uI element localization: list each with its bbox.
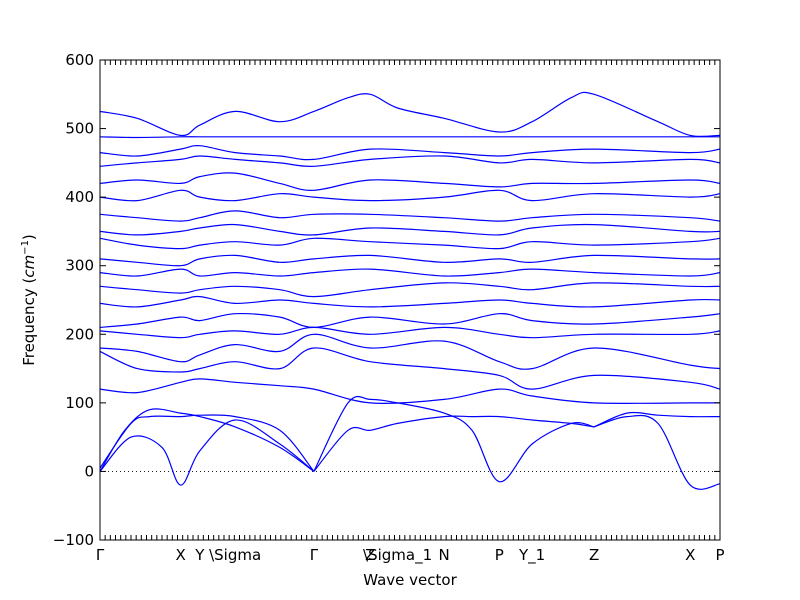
x-tick-label: P — [495, 546, 504, 564]
x-tick-label: Z — [365, 546, 375, 564]
y-tick-label: 0 — [84, 462, 94, 480]
band-line-24 — [99, 91, 721, 138]
band-line-9 — [99, 333, 721, 370]
x-axis-label: Wave vector — [363, 571, 457, 589]
band-line-13 — [99, 282, 721, 298]
y-tick-label: 500 — [65, 120, 94, 138]
x-tick-label: Y — [194, 546, 205, 564]
band-line-18 — [99, 210, 721, 222]
x-tick-label: \Sigma — [209, 546, 261, 564]
band-line-21 — [99, 155, 721, 167]
y-axis-label: Frequency (cm−1) — [20, 234, 38, 366]
x-tick-label: N — [438, 546, 449, 564]
band-line-20 — [99, 172, 721, 191]
band-line-0 — [99, 419, 315, 486]
y-tick-label: 200 — [65, 325, 94, 343]
band-line-2 — [99, 414, 315, 472]
band-line-22 — [99, 145, 721, 161]
x-tick-label: P — [715, 546, 724, 564]
band-line-3 — [313, 395, 595, 483]
x-tick-label: X — [685, 546, 695, 564]
y-axis-label-close: ) — [20, 234, 38, 240]
y-tick-label: 400 — [65, 188, 94, 206]
band-line-1 — [99, 408, 315, 472]
band-line-12 — [99, 295, 721, 308]
x-tick-label: Γ — [310, 546, 319, 564]
band-line-7 — [99, 378, 721, 405]
band-line-23 — [99, 136, 721, 139]
x-tick-label: Y_1 — [518, 546, 545, 565]
x-tick-label: Z — [589, 546, 599, 564]
y-axis-label-exp: −1 — [20, 240, 31, 255]
y-axis-label-main: Frequency ( — [20, 278, 38, 366]
band-line-10 — [99, 326, 721, 339]
x-tick-label: X — [175, 546, 185, 564]
band-line-15 — [99, 254, 721, 267]
band-line-17 — [99, 223, 721, 236]
band-line-16 — [99, 237, 721, 250]
y-tick-label: 300 — [65, 257, 94, 275]
band-line-5 — [593, 414, 721, 490]
plot-frame — [99, 59, 721, 541]
band-line-19 — [99, 189, 721, 202]
y-tick-label: 600 — [65, 51, 94, 69]
y-axis: −100 0 100 200 300 400 500 600 — [53, 51, 720, 549]
x-tick-label: \Sigma_1 — [363, 546, 432, 565]
y-tick-label: −100 — [53, 531, 94, 549]
y-axis-label-unit: cm — [20, 255, 38, 278]
y-tick-label: 100 — [65, 394, 94, 412]
band-line-14 — [99, 268, 721, 277]
band-line-11 — [99, 312, 721, 329]
x-axis: Γ X Y \Sigma Γ Z\Sigma_1 N P Y_1 Z X P — [96, 60, 725, 565]
band-line-8 — [99, 347, 721, 390]
plot-area — [99, 59, 721, 541]
band-line-6 — [593, 411, 721, 428]
band-line-4 — [313, 415, 595, 472]
x-tick-label: Γ — [96, 546, 105, 564]
